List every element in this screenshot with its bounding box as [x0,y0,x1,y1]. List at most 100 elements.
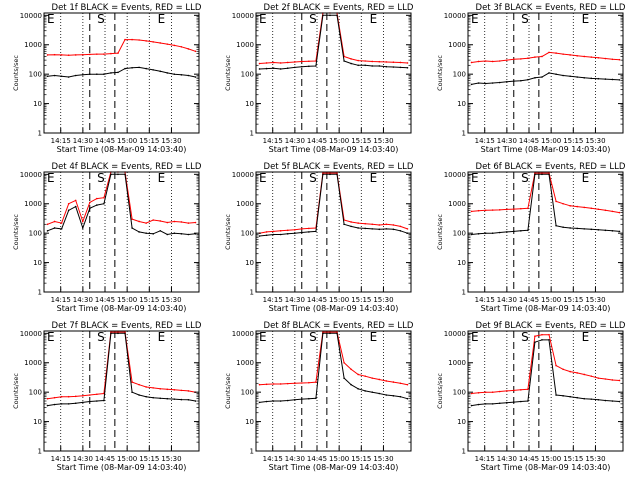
x-tick-label: 15:15 [139,455,159,463]
x-tick-label: 15:15 [351,137,371,145]
y-tick-label: 100 [241,230,254,238]
y-tick-label: 10 [245,259,254,267]
lld-point [569,54,571,56]
lld-point [279,62,282,64]
interval-label: S [521,330,529,344]
events-point [378,228,381,231]
events-point [315,230,317,233]
events-point [110,173,112,176]
lld-point [520,389,522,391]
x-tick-label: 15:00 [117,137,137,145]
lld-point [378,60,381,63]
lld-point [308,381,310,384]
lld-point [590,375,593,377]
events-point [343,223,345,226]
events-series-line [471,339,620,407]
x-tick-label: 14:30 [285,455,305,463]
events-point [520,79,522,82]
x-tick-label: 15:30 [585,455,605,463]
interval-label: E [47,12,55,26]
panel-title: Det 1f BLACK = Events, RED = LLD [52,3,202,13]
plot-frame [43,12,200,134]
lld-point [117,331,119,333]
y-tick-label: 1000 [236,359,254,367]
lld-point [385,61,388,63]
events-point [74,74,77,77]
x-axis-label: Start Time (08-Mar-09 14:03:40) [481,304,611,313]
events-point [399,66,402,69]
lld-point [279,230,282,232]
lld-point [484,391,487,393]
lld-point [88,394,91,396]
lld-point [534,56,536,58]
events-point [562,226,564,228]
y-tick-label: 100 [453,389,466,397]
events-point [265,234,268,237]
y-tick-label: 1 [250,448,254,456]
x-tick-label: 14:45 [307,296,327,304]
events-point [548,72,550,74]
events-point [138,66,140,69]
lld-point [138,39,140,41]
lld-point [576,55,579,57]
events-point [265,400,268,403]
x-tick-label: 15:00 [329,296,349,304]
lld-point [343,361,345,364]
events-point [173,232,176,234]
interval-label: E [158,330,166,344]
plot-frame [467,171,624,293]
plot-frame [43,171,200,293]
panel-title: Det 9f BLACK = Events, RED = LLD [476,321,626,331]
events-point [491,403,494,405]
lld-point [138,383,140,386]
interval-label: S [309,12,317,26]
lld-point [81,220,84,223]
lld-point [350,221,352,223]
events-point [322,14,324,17]
events-point [350,383,352,386]
events-series-line [471,173,620,235]
events-point [385,228,388,230]
events-point [96,400,98,402]
panel-title: Det 3f BLACK = Events, RED = LLD [476,3,626,13]
events-series-line [259,332,408,403]
y-axis-label: Counts/sec [436,373,444,409]
plot-frame [467,330,624,452]
lld-point [53,396,56,399]
y-tick-label: 10000 [232,330,254,338]
x-tick-label: 15:30 [161,137,181,145]
interval-label: E [259,171,267,185]
events-point [159,70,162,73]
lld-point [484,209,487,212]
lld-point [611,379,614,381]
events-point [590,398,593,400]
lld-point [406,383,409,386]
events-point [470,233,473,236]
lld-point [477,209,480,212]
lld-point [597,56,600,59]
events-point [357,227,359,229]
lld-point [96,53,98,55]
x-tick-label: 14:30 [285,137,305,145]
events-point [343,377,345,379]
lld-point [110,52,112,55]
events-point [576,76,579,78]
events-point [124,332,126,335]
lld-point [180,389,183,392]
interval-label: E [582,12,590,26]
lld-point [371,377,374,379]
x-tick-label: 14:30 [497,296,517,304]
lld-point [131,38,133,41]
lld-point [406,62,409,64]
events-point [491,232,494,234]
lld-point [541,172,543,174]
events-point [512,80,515,82]
lld-point [611,58,614,61]
lld-point [308,60,310,63]
panel-title: Det 2f BLACK = Events, RED = LLD [264,3,414,13]
events-point [74,402,77,405]
x-tick-label: 14:30 [73,455,93,463]
y-tick-label: 1000 [236,200,254,208]
